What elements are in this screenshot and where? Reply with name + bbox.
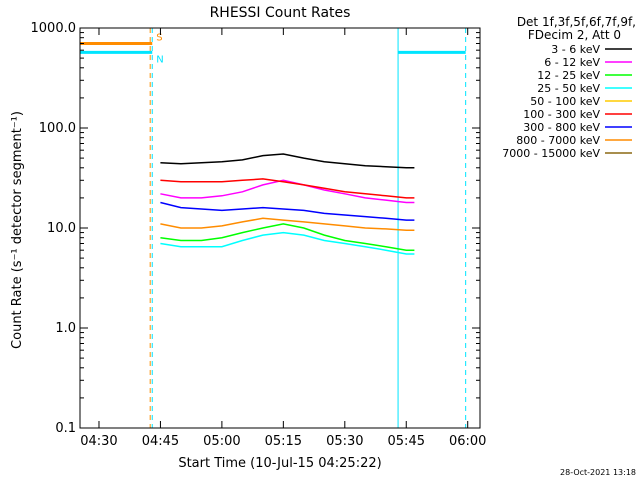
legend-label-1: 6 - 12 keV bbox=[544, 56, 600, 69]
x-tick-label-4: 05:30 bbox=[326, 434, 363, 449]
y-tick-label-0: 0.1 bbox=[55, 421, 76, 436]
legend-label-5: 100 - 300 keV bbox=[523, 108, 600, 121]
legend-header-2: FDecim 2, Att 0 bbox=[528, 28, 621, 42]
y-axis-label: Count Rate (s⁻¹ detector segment⁻¹) bbox=[10, 111, 25, 349]
legend-label-7: 800 - 7000 keV bbox=[516, 134, 600, 147]
legend-label-0: 3 - 6 keV bbox=[551, 43, 600, 56]
legend-label-6: 300 - 800 keV bbox=[523, 121, 600, 134]
series-line-3 bbox=[160, 231, 415, 255]
x-tick-label-2: 05:00 bbox=[203, 434, 240, 449]
flag-label-N: N bbox=[156, 54, 163, 65]
legend: Det 1f,3f,5f,6f,7f,9f, FDecim 2, Att 0 3… bbox=[502, 15, 636, 160]
legend-label-2: 12 - 25 keV bbox=[537, 69, 600, 82]
series-line-2 bbox=[160, 223, 415, 251]
y-tick-label-2: 10.0 bbox=[47, 221, 76, 236]
series-line-0 bbox=[160, 153, 415, 169]
x-tick-label-6: 06:00 bbox=[449, 434, 486, 449]
legend-label-8: 7000 - 15000 keV bbox=[502, 147, 600, 160]
legend-label-3: 25 - 50 keV bbox=[537, 82, 600, 95]
y-tick-label-4: 1000.0 bbox=[31, 21, 77, 36]
series-line-6 bbox=[160, 201, 415, 221]
x-tick-label-0: 04:30 bbox=[80, 434, 117, 449]
axis-ticks: 04:30 04:45 05:00 05:15 05:30 05:45 06:00 0.1 1.… bbox=[31, 21, 487, 449]
y-tick-label-1: 1.0 bbox=[55, 321, 76, 336]
x-tick-label-3: 05:15 bbox=[265, 434, 302, 449]
attenuator-flags: SN bbox=[80, 32, 466, 65]
flag-label-S: S bbox=[156, 32, 162, 43]
chart-title: RHESSI Count Rates bbox=[210, 5, 351, 21]
series-line-7 bbox=[160, 217, 415, 231]
x-tick-label-5: 05:45 bbox=[388, 434, 425, 449]
series-lines bbox=[160, 153, 415, 255]
series-line-5 bbox=[160, 178, 415, 199]
legend-header-1: Det 1f,3f,5f,6f,7f,9f, bbox=[517, 15, 636, 29]
y-tick-label-3: 100.0 bbox=[39, 121, 76, 136]
timestamp: 28-Oct-2021 13:18 bbox=[560, 468, 636, 477]
x-tick-label-1: 04:45 bbox=[142, 434, 179, 449]
x-axis-label: Start Time (10-Jul-15 04:25:22) bbox=[178, 456, 381, 471]
legend-label-4: 50 - 100 keV bbox=[530, 95, 600, 108]
